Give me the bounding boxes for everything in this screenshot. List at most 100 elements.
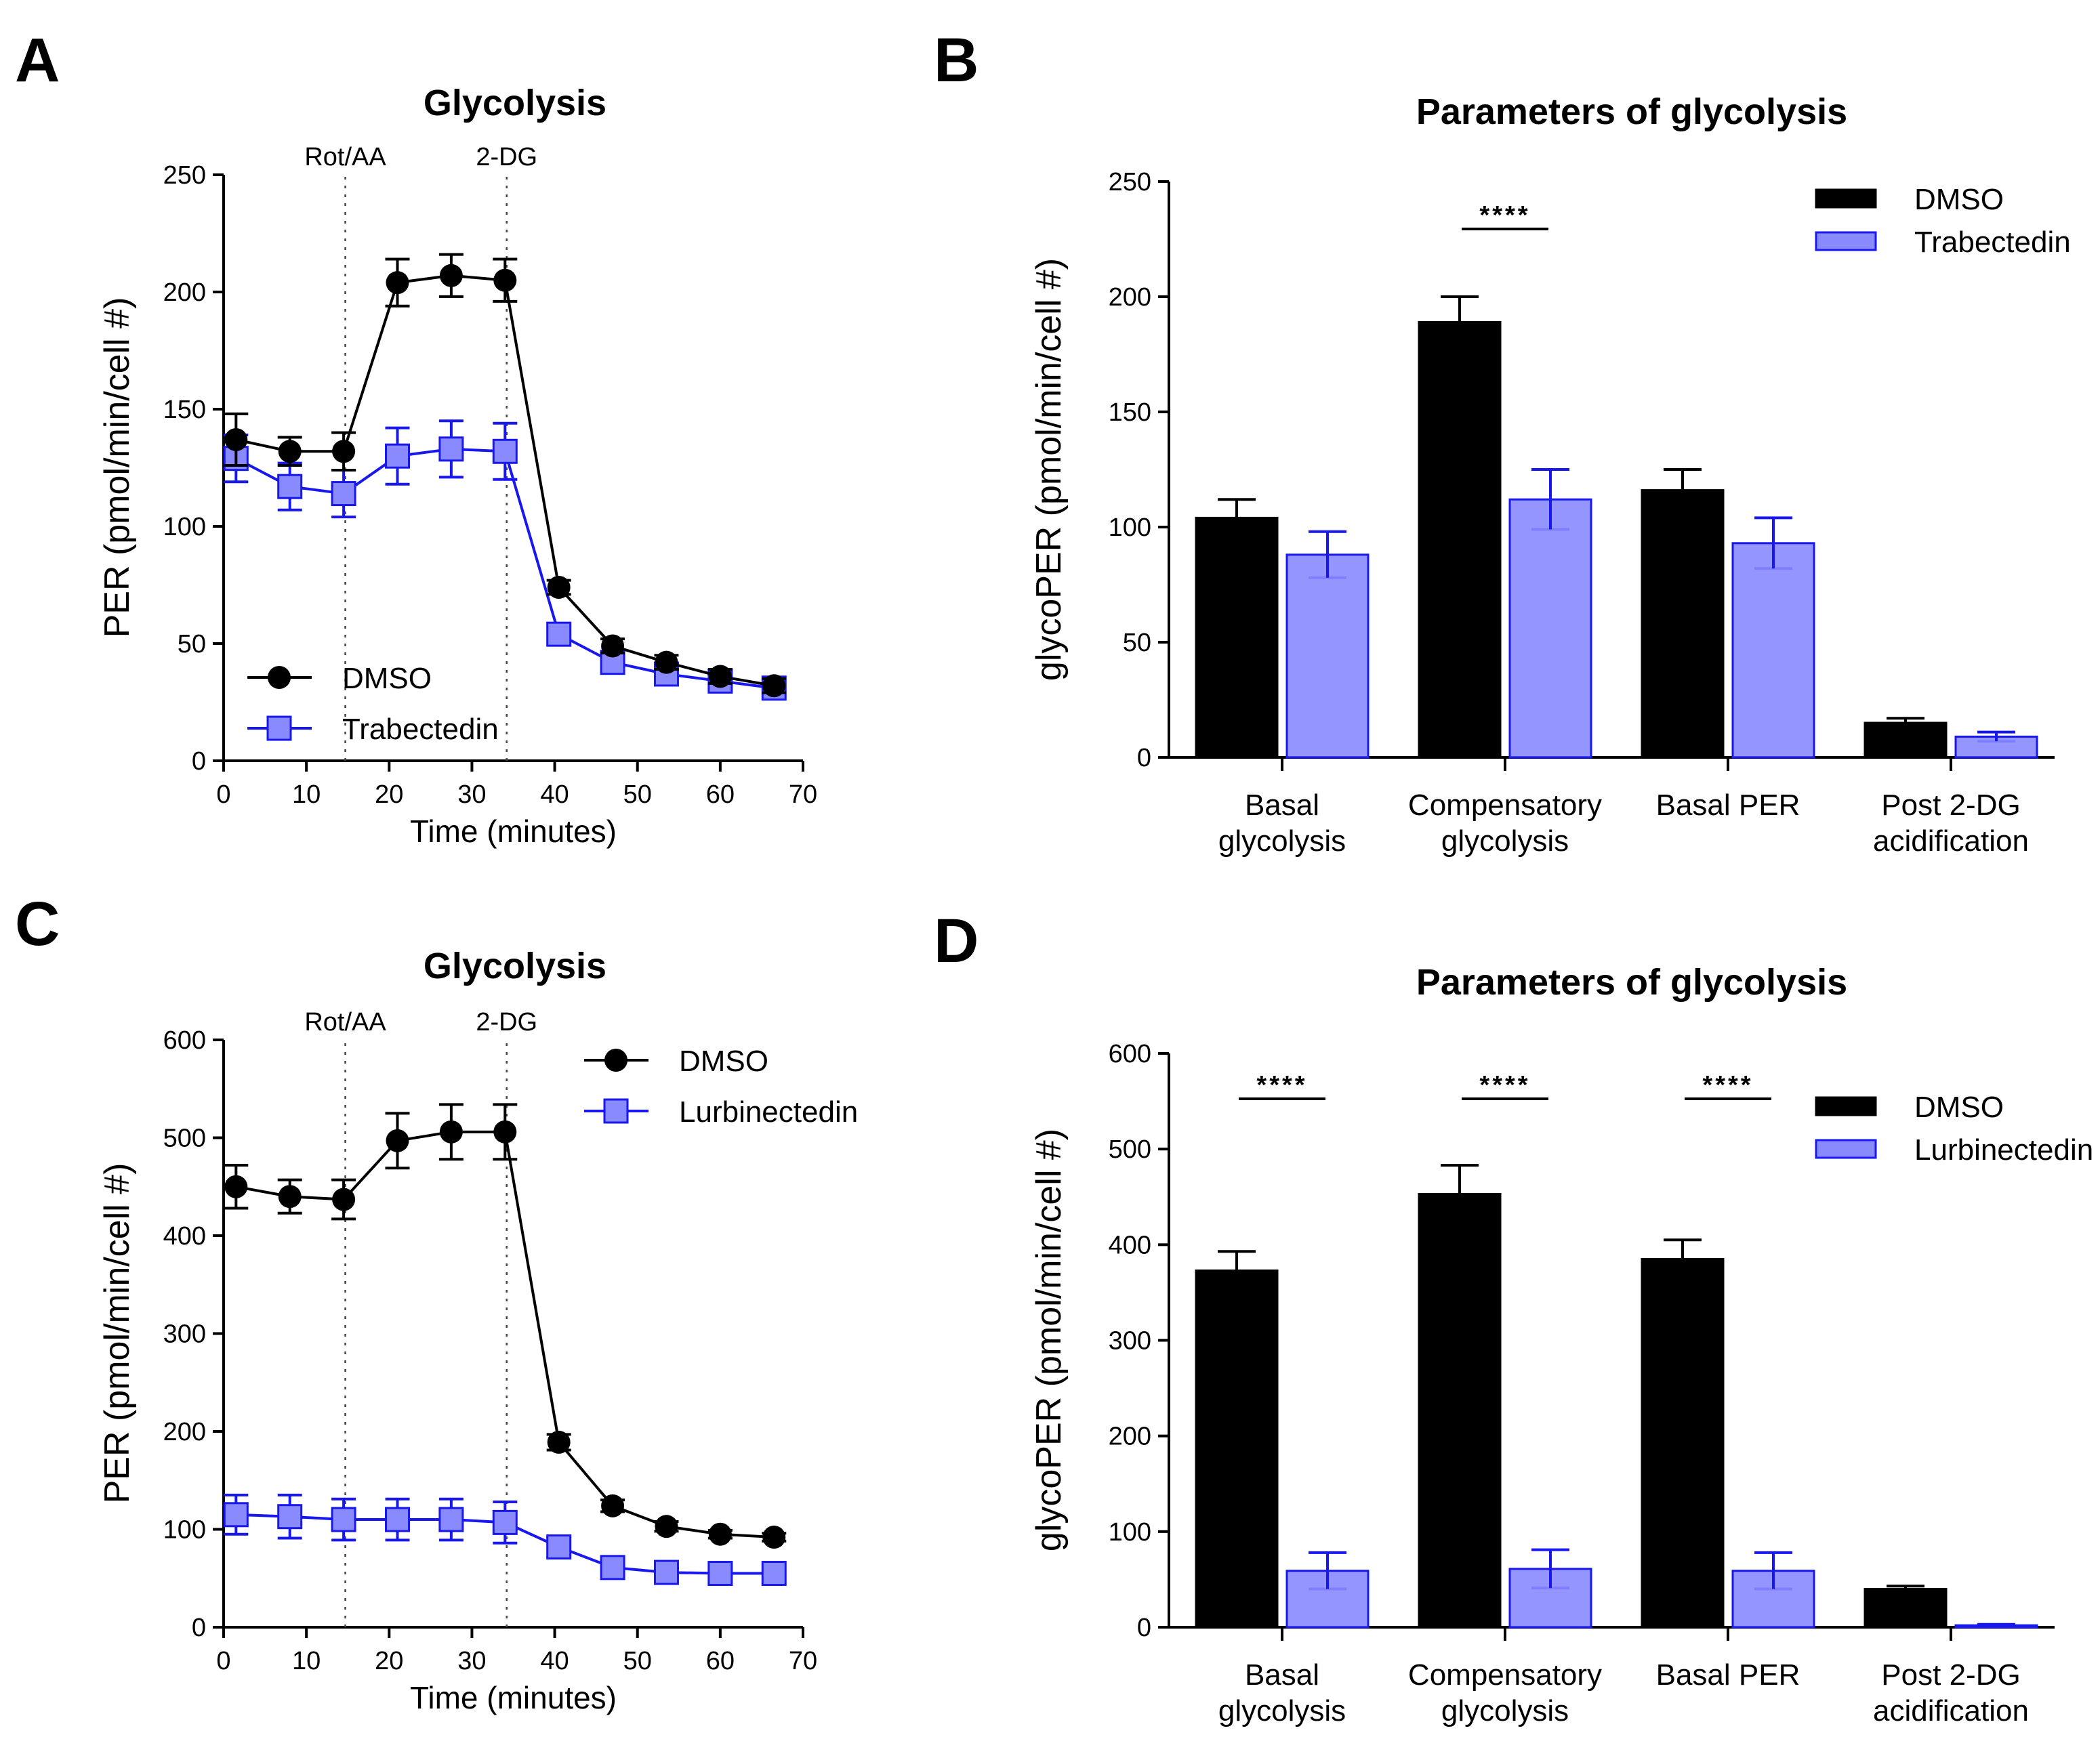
- data-point: [439, 264, 463, 287]
- legend-marker: [604, 1049, 627, 1072]
- data-point: [224, 1175, 248, 1198]
- legend-label: Lurbinectedin: [679, 1095, 858, 1129]
- data-point: [332, 440, 356, 463]
- category-label: Post 2-DG: [1881, 1658, 2020, 1692]
- data-point: [653, 1559, 679, 1585]
- x-tick-label: 30: [457, 1647, 486, 1675]
- data-point: [224, 427, 248, 451]
- significance-stars: ****: [1702, 1071, 1753, 1099]
- y-tick-label: 150: [163, 396, 206, 424]
- bar-trabectedin: [1285, 553, 1370, 759]
- legend-marker: [603, 1098, 629, 1124]
- y-tick-label: 0: [192, 1614, 206, 1642]
- chart-title: Parameters of glycolysis: [1416, 962, 1847, 1003]
- legend-label: Lurbinectedin: [1914, 1133, 2093, 1167]
- data-point: [546, 621, 572, 647]
- y-axis-label: PER (pmol/min/cell #): [98, 297, 137, 638]
- x-tick-label: 70: [789, 1647, 817, 1675]
- y-tick-label: 200: [163, 278, 206, 307]
- x-tick-label: 70: [789, 780, 817, 809]
- x-tick-label: 20: [375, 780, 403, 809]
- legend-swatch: [1815, 1139, 1877, 1159]
- legend-label: Trabectedin: [1914, 226, 2071, 259]
- data-point: [655, 650, 678, 674]
- x-tick-label: 60: [706, 780, 735, 809]
- y-tick-label: 0: [1137, 1614, 1151, 1642]
- injection-label: Rot/AA: [304, 1008, 386, 1036]
- category-label: Compensatory: [1408, 789, 1602, 822]
- legend-label: DMSO: [1914, 1091, 2004, 1124]
- x-tick-label: 20: [375, 1647, 403, 1675]
- y-tick-label: 400: [1109, 1231, 1151, 1259]
- chart-title: Glycolysis: [424, 946, 606, 986]
- panel-letter: B: [934, 26, 979, 95]
- injection-label: 2-DG: [476, 143, 537, 171]
- x-tick-label: 0: [216, 780, 230, 809]
- panel-letter: A: [15, 26, 60, 95]
- bar-trabectedin: [1731, 542, 1815, 759]
- y-tick-label: 300: [1109, 1327, 1151, 1356]
- data-point: [332, 1188, 356, 1211]
- x-tick-label: 60: [706, 1647, 735, 1675]
- y-tick-label: 100: [1109, 1518, 1151, 1547]
- data-point: [707, 1561, 733, 1587]
- bar-dmso: [1864, 1588, 1948, 1629]
- data-point: [331, 481, 356, 507]
- y-tick-label: 300: [163, 1320, 206, 1349]
- data-point: [600, 1555, 625, 1580]
- data-point: [439, 1120, 463, 1144]
- data-point: [278, 1185, 302, 1209]
- data-point: [438, 436, 464, 462]
- data-point: [655, 1515, 678, 1538]
- category-label: glycolysis: [1218, 1694, 1346, 1727]
- x-tick-label: 10: [292, 780, 321, 809]
- y-tick-label: 200: [1109, 1423, 1151, 1451]
- data-point: [601, 1494, 625, 1517]
- bar-dmso: [1195, 1269, 1279, 1629]
- category-label: glycolysis: [1218, 824, 1346, 858]
- y-tick-label: 500: [1109, 1135, 1151, 1164]
- y-axis-label: PER (pmol/min/cell #): [98, 1163, 137, 1504]
- data-point: [601, 634, 625, 658]
- legend-label: DMSO: [342, 662, 432, 695]
- category-label: glycolysis: [1441, 824, 1569, 858]
- legend-marker: [266, 715, 292, 741]
- legend-label: Trabectedin: [342, 713, 499, 746]
- data-point: [386, 1129, 409, 1152]
- category-label: Basal: [1245, 1658, 1319, 1692]
- data-point: [493, 268, 517, 292]
- data-point: [386, 271, 409, 295]
- panel-d: D Parameters of glycolysis glycoPER (pmol/…: [934, 906, 2093, 1727]
- bar-dmso: [1641, 1258, 1725, 1629]
- data-point: [546, 1534, 572, 1560]
- data-point: [762, 674, 786, 698]
- data-point: [223, 1502, 249, 1528]
- legend-swatch: [1815, 1096, 1877, 1116]
- y-tick-label: 0: [1137, 744, 1151, 772]
- legend-label: DMSO: [679, 1045, 768, 1078]
- injection-label: 2-DG: [476, 1008, 537, 1036]
- category-label: Basal PER: [1656, 1658, 1800, 1692]
- y-tick-label: 500: [163, 1125, 206, 1153]
- category-label: acidification: [1873, 1694, 2029, 1727]
- y-tick-label: 200: [1109, 283, 1151, 312]
- y-tick-label: 250: [163, 161, 206, 190]
- significance-stars: ****: [1479, 1071, 1530, 1099]
- bar-dmso: [1864, 721, 1948, 759]
- bar-dmso: [1641, 489, 1725, 759]
- panel-b: B Parameters of glycolysis glycoPER (pmol/…: [934, 26, 2071, 858]
- data-point: [277, 474, 303, 499]
- x-axis-label: Time (minutes): [410, 1680, 617, 1715]
- bar-dmso: [1418, 1193, 1502, 1629]
- category-label: Post 2-DG: [1881, 789, 2020, 822]
- x-tick-label: 50: [623, 1647, 652, 1675]
- data-point: [331, 1507, 356, 1532]
- y-tick-label: 100: [1109, 514, 1151, 542]
- y-axis-label: glycoPER (pmol/min/cell #): [1029, 1129, 1069, 1551]
- bar-trabectedin: [1508, 498, 1592, 759]
- injection-label: Rot/AA: [304, 143, 386, 171]
- data-point: [708, 665, 732, 688]
- x-tick-label: 10: [292, 1647, 321, 1675]
